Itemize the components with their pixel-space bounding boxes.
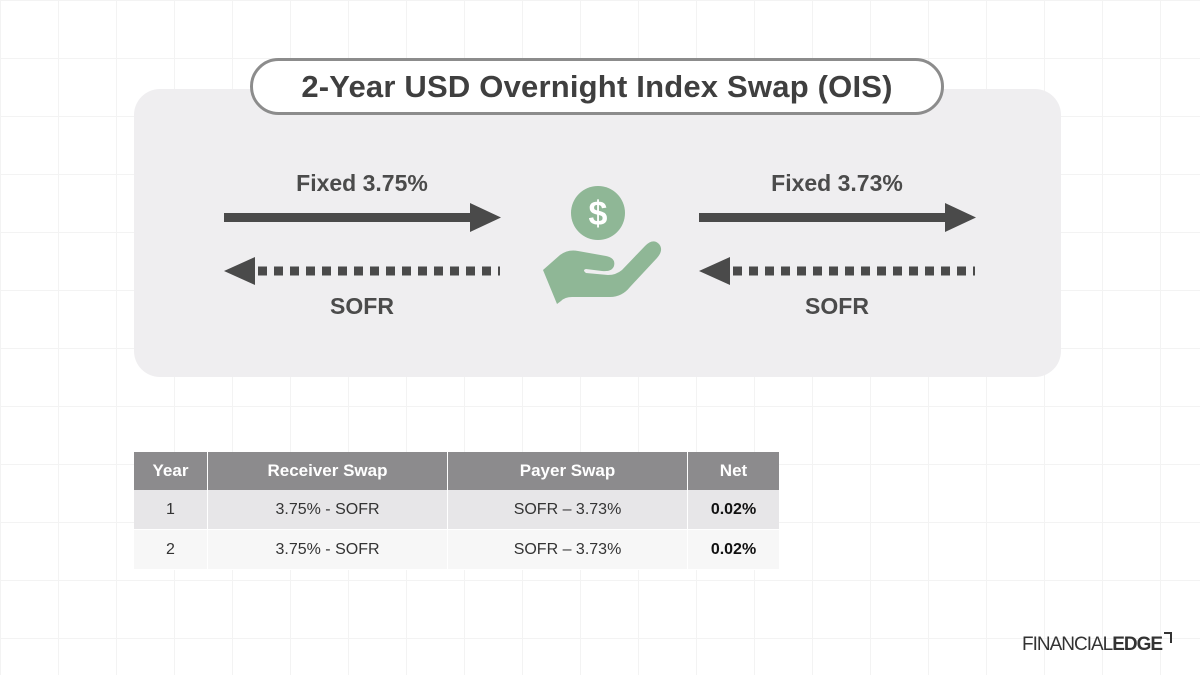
logo-part1: FINANCIAL xyxy=(1022,634,1113,655)
diagram-title-text: 2-Year USD Overnight Index Swap (OIS) xyxy=(301,68,893,104)
swap-table: Year Receiver Swap Payer Swap Net 1 3.75… xyxy=(134,452,779,570)
right-floating-label: SOFR xyxy=(805,293,869,319)
left-floating-arrow xyxy=(224,257,500,285)
logo-part2: EDGE xyxy=(1112,634,1163,655)
header-payer-swap: Payer Swap xyxy=(447,452,688,490)
cell-receiver-swap: 3.75% - SOFR xyxy=(207,529,448,570)
cell-net: 0.02% xyxy=(687,490,779,530)
table-header-row: Year Receiver Swap Payer Swap Net xyxy=(134,452,779,490)
diagram-title: 2-Year USD Overnight Index Swap (OIS) xyxy=(250,58,944,115)
dollar-symbol: $ xyxy=(589,195,608,233)
table-row: 1 3.75% - SOFR SOFR – 3.73% 0.02% xyxy=(134,490,779,530)
cell-year: 2 xyxy=(134,529,208,570)
header-year: Year xyxy=(134,452,208,490)
cell-net: 0.02% xyxy=(687,529,779,570)
hand-holding-dollar-icon: $ xyxy=(543,186,662,304)
right-fixed-arrow xyxy=(699,203,976,232)
cell-payer-swap: SOFR – 3.73% xyxy=(447,490,688,530)
logo-corner-icon xyxy=(1164,632,1173,643)
financial-edge-logo: FINANCIALEDGE xyxy=(1022,632,1173,656)
header-receiver-swap: Receiver Swap xyxy=(207,452,448,490)
right-fixed-label: Fixed 3.73% xyxy=(771,170,903,196)
cell-payer-swap: SOFR – 3.73% xyxy=(447,529,688,570)
left-floating-label: SOFR xyxy=(330,293,394,319)
cell-receiver-swap: 3.75% - SOFR xyxy=(207,490,448,530)
left-fixed-arrow xyxy=(224,203,501,232)
left-fixed-label: Fixed 3.75% xyxy=(296,170,428,196)
table-row: 2 3.75% - SOFR SOFR – 3.73% 0.02% xyxy=(134,529,779,570)
right-floating-arrow xyxy=(699,257,975,285)
header-net: Net xyxy=(687,452,779,490)
cell-year: 1 xyxy=(134,490,208,530)
